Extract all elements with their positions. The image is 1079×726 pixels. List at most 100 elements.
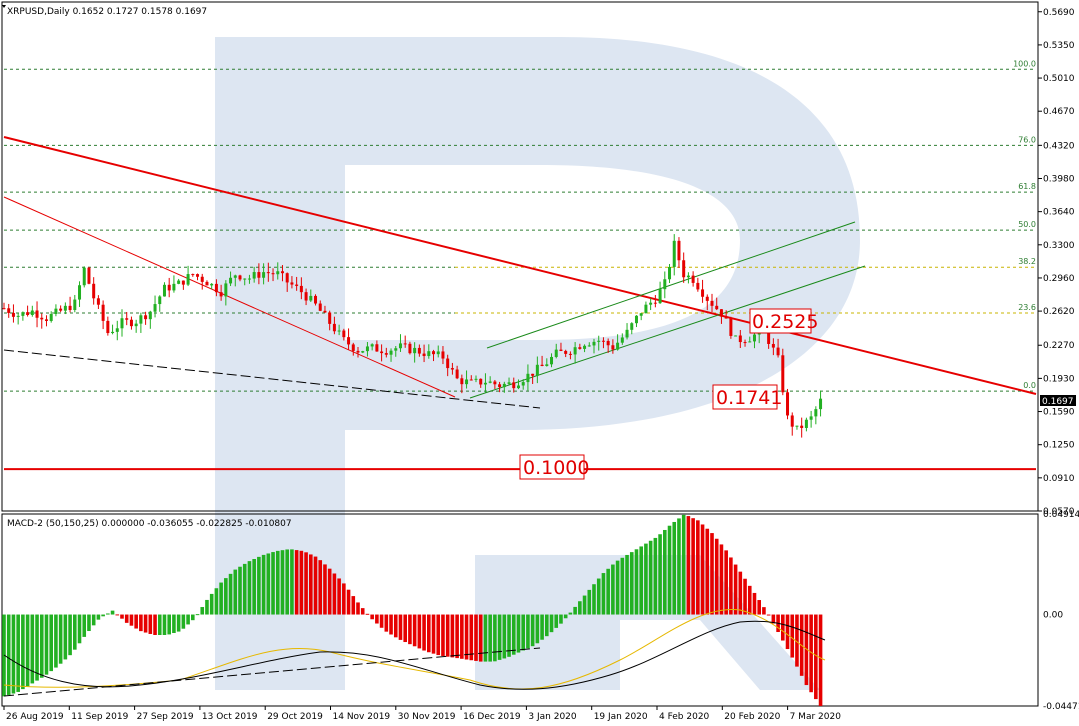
macd-bar xyxy=(370,614,374,620)
candle-body xyxy=(11,312,15,317)
channel-upper-line xyxy=(486,221,856,349)
candle-body xyxy=(49,313,53,321)
candle xyxy=(663,271,667,299)
candle-body xyxy=(2,308,6,310)
macd-dashed-line xyxy=(3,647,541,697)
candle-body xyxy=(592,341,596,346)
macd-bar xyxy=(771,614,776,624)
candle-body xyxy=(167,284,171,291)
candle xyxy=(347,328,351,350)
candle xyxy=(502,381,506,393)
candle-body xyxy=(280,271,284,274)
candle xyxy=(800,417,804,438)
candle-body xyxy=(16,315,20,317)
candle-body xyxy=(120,318,124,329)
macd-bar xyxy=(663,529,667,615)
axes: 0.5690 0.5350 0.5010 0.4670 0.4320 0.3980 0.36… xyxy=(3,8,1079,722)
candle-body xyxy=(87,267,91,284)
candle xyxy=(578,343,582,350)
candle-body xyxy=(498,384,502,388)
level-box-upper: 0.2525 xyxy=(749,308,818,334)
candle xyxy=(611,339,615,354)
candle xyxy=(465,370,469,389)
collapse-arrow-icon[interactable] xyxy=(2,5,6,8)
macd-bar xyxy=(785,614,790,650)
candle xyxy=(167,277,171,298)
macd-bar xyxy=(696,520,700,615)
macd-bar xyxy=(729,557,733,615)
macd-bar xyxy=(73,614,77,650)
candle-body xyxy=(800,425,804,428)
macd-bar xyxy=(455,614,459,659)
price-tick-label: 0.2270 xyxy=(1043,341,1075,351)
macd-bar xyxy=(252,559,256,615)
fib-label: 100.0 xyxy=(1013,59,1036,68)
candle xyxy=(375,340,379,352)
macd-bar xyxy=(658,534,662,615)
macd-bar xyxy=(691,518,695,615)
level-box-lower: 0.1000 xyxy=(519,454,589,480)
candle xyxy=(696,277,700,292)
macd-bar xyxy=(681,514,686,615)
candle-body xyxy=(488,381,492,383)
candle xyxy=(592,338,596,354)
candle xyxy=(92,277,96,305)
candle-body xyxy=(271,273,275,275)
candle-body xyxy=(323,310,327,313)
candle-body xyxy=(460,378,464,385)
candle-body xyxy=(134,323,138,327)
macd-bar xyxy=(379,614,384,628)
price-pane-frame xyxy=(1,1,1039,512)
candle xyxy=(469,375,473,381)
candle xyxy=(134,319,138,333)
candle xyxy=(328,310,332,331)
candle xyxy=(705,294,709,311)
candle-body xyxy=(181,280,185,285)
candle xyxy=(162,282,166,297)
candle-body xyxy=(68,305,72,311)
macd-bar xyxy=(592,584,596,615)
price-tick-label: 0.2620 xyxy=(1043,307,1075,317)
candle xyxy=(408,341,412,355)
macd-bar xyxy=(724,550,728,615)
candle xyxy=(677,237,681,268)
date-tick-label: 16 Dec 2019 xyxy=(463,712,521,722)
candle-body xyxy=(441,351,445,359)
macd-bar xyxy=(644,543,648,615)
candle-body xyxy=(299,285,303,293)
secondary-downtrend-line xyxy=(3,196,456,398)
candle-body xyxy=(219,292,223,297)
macd-bar xyxy=(766,614,771,616)
candle-body xyxy=(158,296,162,305)
macd-bar xyxy=(559,614,563,624)
candle-body xyxy=(101,304,105,321)
macd-bar xyxy=(596,578,601,615)
macd-bar xyxy=(332,573,337,615)
candle xyxy=(516,379,520,390)
candle-body xyxy=(715,305,719,310)
macd-bar xyxy=(814,614,818,700)
candle-body xyxy=(630,323,634,330)
price-tick-label: 0.1590 xyxy=(1043,408,1075,418)
candle-body xyxy=(573,347,577,355)
candle xyxy=(214,279,218,297)
macd-bar xyxy=(153,614,157,635)
date-tick-label: 14 Nov 2019 xyxy=(333,712,391,722)
candle xyxy=(573,342,577,364)
macd-bar xyxy=(436,614,441,656)
macd-bar xyxy=(464,614,469,660)
macd-bar xyxy=(441,614,445,656)
candle-body xyxy=(516,385,520,389)
macd-bar xyxy=(257,556,261,615)
date-tick-label: 30 Nov 2019 xyxy=(398,712,456,722)
candle-body xyxy=(35,310,39,318)
candle xyxy=(144,311,148,325)
macd-bar xyxy=(601,573,606,615)
candle xyxy=(446,354,450,377)
macd-bar xyxy=(58,614,63,664)
macd-bar xyxy=(294,550,299,615)
macd-bar xyxy=(342,583,346,615)
candle-body xyxy=(92,283,96,299)
macd-bar xyxy=(172,614,176,634)
macd-bar xyxy=(493,614,497,662)
